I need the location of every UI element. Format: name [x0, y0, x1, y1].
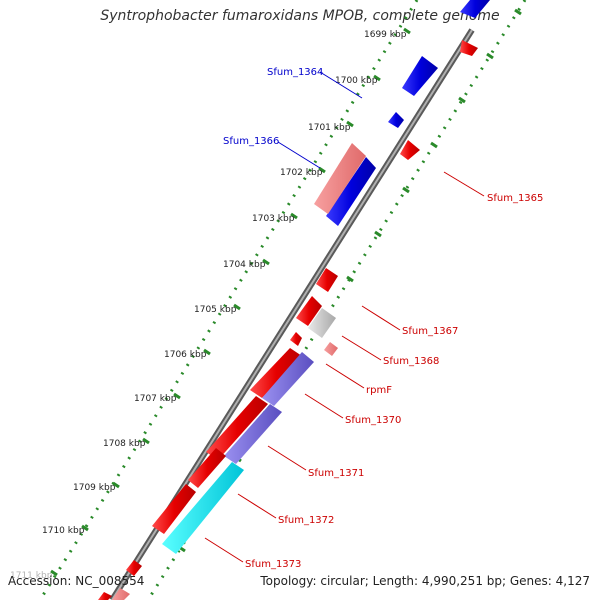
gene-label[interactable]: Sfum_1365	[487, 193, 543, 204]
kbp-tick-label: 1699 kbp	[364, 30, 407, 40]
kbp-tick-mark	[458, 96, 466, 104]
kbp-tick-mark	[50, 569, 58, 577]
kbp-tick-label: 1700 kbp	[335, 76, 378, 86]
gene-label-leader-line	[267, 445, 307, 471]
gene-label-leader-line	[304, 393, 344, 419]
reverse-strand-genes	[314, 0, 490, 226]
kbp-tick-label: 1702 kbp	[280, 168, 323, 178]
kbp-tick-label: 1701 kbp	[308, 123, 351, 133]
kbp-tick-mark	[403, 27, 411, 35]
gene-label-leader-line	[277, 141, 321, 169]
gene-sfum-1365-top[interactable]	[460, 40, 478, 56]
kbp-tick-mark	[262, 258, 270, 266]
gene-rpmF-shape[interactable]	[290, 332, 302, 346]
gene-sfum-1364-shape[interactable]	[460, 0, 490, 18]
gene-sfum-1368-shape[interactable]	[308, 308, 336, 338]
kbp-tick-mark	[514, 8, 522, 16]
kbp-tick-mark	[346, 275, 354, 283]
gene-label[interactable]: Sfum_1370	[345, 415, 401, 426]
kbp-tick-labels: 1699 kbp 1700 kbp 1701 kbp 1702 kbp 1703 kbp…	[10, 30, 407, 581]
gene-label-leader-line	[237, 493, 277, 519]
gene-label[interactable]: Sfum_1372	[278, 515, 334, 526]
kbp-tick-label: 1704 kbp	[223, 260, 266, 270]
kbp-tick-mark	[373, 74, 381, 82]
gene-rpmF-small[interactable]	[324, 342, 338, 356]
topology-text: Topology: circular; Length: 4,990,251 bp…	[260, 574, 590, 588]
gene-label[interactable]: Sfum_1371	[308, 468, 364, 479]
kbp-tick-label: 1703 kbp	[252, 214, 295, 224]
gene-sfum-1371-shape[interactable]	[206, 396, 268, 460]
gene-label-leader-line	[341, 335, 382, 361]
kbp-tick-mark	[203, 348, 211, 356]
kbp-tick-label: 1706 kbp	[164, 350, 207, 360]
kbp-tick-mark	[430, 141, 438, 149]
gene-label[interactable]: Sfum_1366	[223, 136, 279, 147]
gene-label-leader-line	[325, 363, 365, 389]
map-title: Syntrophobacter fumaroxidans MPOB, compl…	[100, 8, 500, 24]
gene-label[interactable]: rpmF	[366, 385, 392, 396]
gene-bottom-pink[interactable]	[112, 588, 130, 600]
kbp-tick-mark	[142, 437, 150, 445]
gene-label-leader-line	[361, 305, 401, 331]
gene-label[interactable]: Sfum_1368	[383, 356, 439, 367]
gene-sfum-1367-body[interactable]	[296, 296, 322, 326]
gene-bottom-red[interactable]	[98, 592, 112, 600]
kbp-tick-mark	[173, 392, 181, 400]
kbp-tick-mark	[346, 120, 354, 128]
kbp-tick-label: 1707 kbp	[134, 394, 177, 404]
tick-track-inner	[38, 0, 419, 600]
gene-sfum-1370-shape[interactable]	[250, 348, 302, 398]
kbp-tick-label: 1711 kbp	[10, 571, 53, 581]
gene-label[interactable]: Sfum_1364	[267, 67, 323, 78]
kbp-tick-label: 1709 kbp	[73, 483, 116, 493]
kbp-tick-label: 1710 kbp	[42, 526, 85, 536]
gene-labels: Sfum_1364 Sfum_1366 Sfum_1365 Sfum_1367 Sfum…	[204, 67, 543, 570]
kbp-tick-label: 1708 kbp	[103, 439, 146, 449]
gene-sfum-1366-small[interactable]	[388, 112, 404, 128]
gene-sfum-1364-body[interactable]	[402, 56, 438, 96]
gene-label[interactable]: Sfum_1373	[245, 559, 301, 570]
kbp-tick-marks	[50, 8, 522, 577]
gene-sfum-1367-shape[interactable]	[316, 268, 338, 292]
gene-sfum-1366-pink[interactable]	[314, 143, 366, 214]
gene-label[interactable]: Sfum_1367	[402, 326, 458, 337]
kbp-tick-mark	[402, 186, 410, 194]
gene-sfum-1366-shape[interactable]	[326, 157, 376, 226]
gene-sfum-1370-purple[interactable]	[262, 352, 314, 406]
gene-sfum-1372-shape[interactable]	[188, 448, 226, 488]
kbp-tick-mark	[81, 524, 89, 532]
kbp-tick-mark	[318, 166, 326, 174]
kbp-tick-label: 1705 kbp	[194, 305, 237, 315]
kbp-tick-mark	[233, 303, 241, 311]
gene-sfum-1371-purple[interactable]	[224, 404, 282, 464]
kbp-tick-mark	[290, 212, 298, 220]
gene-sfum-1374-bottom[interactable]	[126, 560, 142, 576]
gene-label-leader-line	[204, 537, 244, 563]
kbp-tick-mark	[374, 230, 382, 238]
gene-label-leader-line	[443, 171, 485, 197]
kbp-tick-mark	[112, 481, 120, 489]
gene-label-leader-line	[319, 71, 363, 99]
kbp-tick-mark	[486, 52, 494, 60]
forward-strand-genes	[98, 40, 478, 600]
gene-sfum-1372-body[interactable]	[152, 484, 196, 534]
gene-sfum-1373-shape[interactable]	[162, 462, 244, 554]
accession-text: Accession: NC_008554	[8, 574, 145, 588]
gene-sfum-1365-shape[interactable]	[400, 140, 420, 160]
